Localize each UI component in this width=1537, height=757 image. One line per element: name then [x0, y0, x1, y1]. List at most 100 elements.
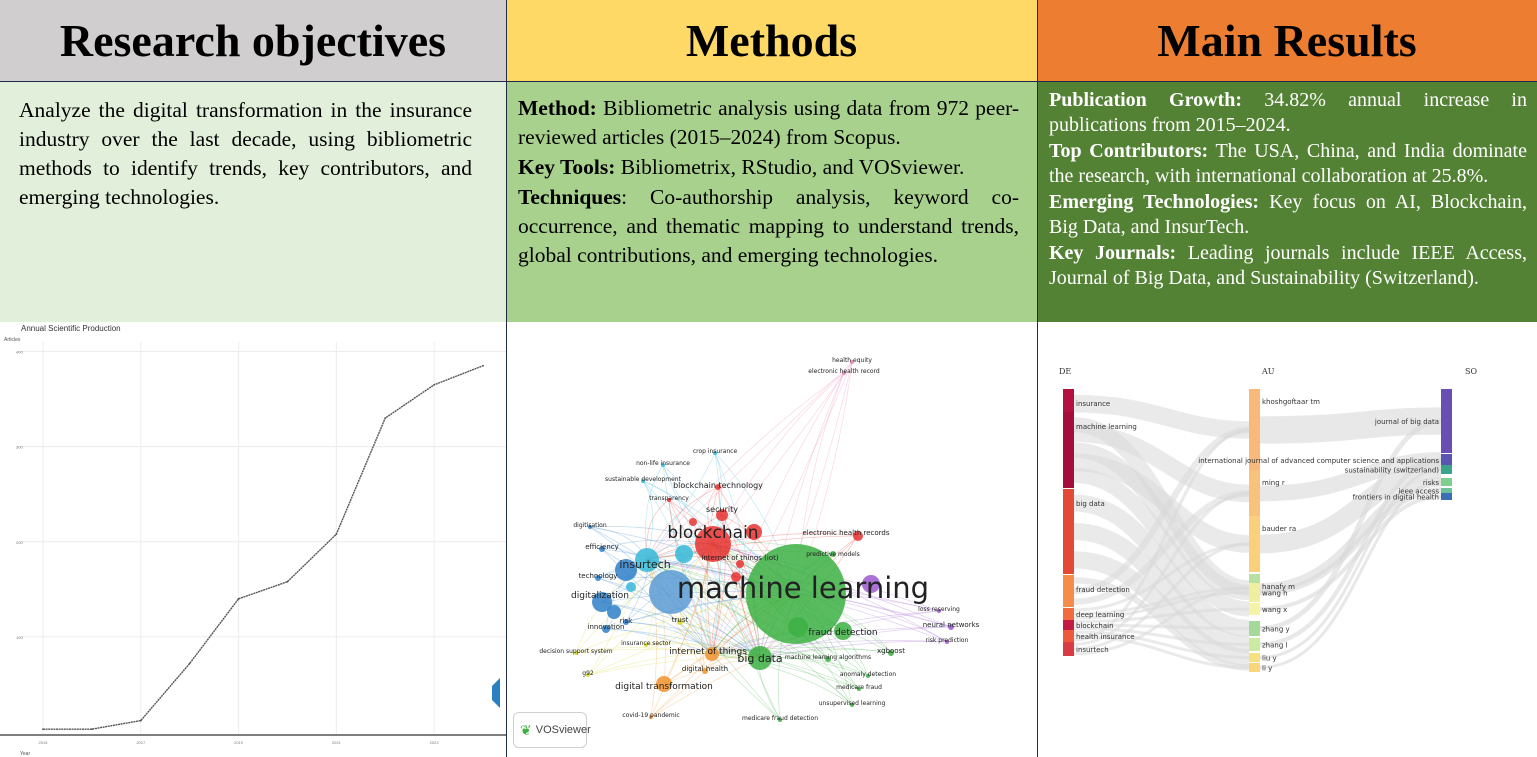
network-link	[646, 559, 761, 659]
sankey-node-de	[1063, 608, 1074, 620]
sankey-node-de	[1063, 620, 1074, 630]
data-point	[286, 580, 289, 583]
chart-title: Annual Scientific Production	[21, 324, 121, 333]
sankey-flow	[1073, 394, 1250, 439]
network-node-label: decision support system	[539, 648, 612, 655]
network-link	[646, 452, 716, 561]
network-node-label: crop insurance	[693, 448, 738, 455]
network-node	[866, 674, 870, 678]
sankey-node-au	[1249, 663, 1260, 672]
x-axis-label: Year	[20, 751, 30, 757]
network-node-label: risk prediction	[926, 637, 969, 644]
network-node	[661, 463, 665, 467]
network-node-label: digitalization	[571, 591, 629, 601]
network-node	[842, 371, 846, 375]
network-link	[711, 563, 741, 655]
sankey-node-label: machine learning	[1076, 423, 1137, 431]
column-divider	[506, 0, 507, 757]
network-node-label: trust	[672, 616, 689, 624]
sankey-node-so	[1441, 488, 1452, 493]
network-node-label: anomaly detection	[840, 671, 896, 678]
data-point	[335, 533, 338, 536]
sankey-node-au	[1249, 583, 1260, 602]
network-link	[717, 486, 761, 659]
network-link	[759, 657, 869, 677]
network-link	[711, 372, 845, 655]
sankey-flow	[1073, 490, 1250, 605]
network-link	[711, 653, 853, 706]
network-node	[834, 622, 852, 640]
sankey-flow	[1259, 477, 1442, 593]
sankey-flow	[1073, 623, 1250, 630]
network-link	[646, 559, 761, 659]
network-node-label: technology	[579, 572, 618, 580]
network-node-label: efficiency	[585, 543, 619, 551]
network-link	[679, 621, 761, 659]
network-node-label: predictive models	[806, 551, 860, 558]
network-node-label: sustainable development	[605, 476, 682, 483]
network-link	[597, 577, 761, 659]
x-tick-label: 2015	[39, 740, 49, 745]
network-node-label: loss reserving	[918, 606, 960, 613]
sankey-flow	[1259, 407, 1442, 444]
network-node-label: xgboost	[877, 647, 905, 655]
sankey-flow	[1073, 426, 1250, 595]
annual-production-chart: Annual Scientific Production Articles Year…	[0, 322, 506, 757]
network-node	[675, 545, 693, 563]
network-node	[716, 509, 728, 521]
sankey-node-so	[1441, 478, 1452, 486]
network-link	[645, 464, 664, 561]
network-link	[575, 648, 761, 659]
network-node-label: digital transformation	[615, 682, 713, 692]
sankey-node-label: big data	[1076, 500, 1105, 508]
network-link	[738, 563, 761, 659]
sankey-flow	[1073, 626, 1250, 646]
network-node-label: internet of things	[669, 647, 747, 657]
network-node	[715, 484, 721, 490]
network-link	[646, 559, 666, 685]
network-link	[601, 601, 713, 655]
network-node	[748, 646, 772, 670]
vosviewer-logo: ❦ VOSviewer	[513, 712, 591, 748]
network-node-label: electronic health records	[802, 529, 889, 537]
technologies-value: Key focus on AI, Blockchain, Big Data, a…	[1049, 191, 1527, 238]
sankey-node-label: bauder ra	[1262, 525, 1296, 533]
network-link	[646, 361, 853, 561]
network-node	[702, 668, 708, 674]
network-node-label: insurance sector	[621, 640, 671, 647]
sankey-flow	[1073, 591, 1250, 620]
vosviewer-leaf-icon: ❦	[520, 721, 532, 738]
result-technologies: Emerging Technologies: Key focus on AI, …	[1049, 190, 1527, 240]
data-point	[433, 383, 436, 386]
techniques-value: : Co-authorship analysis, keyword co-occ…	[518, 185, 1019, 267]
data-point	[237, 597, 240, 600]
network-node-label: machine learning algorithms	[785, 654, 871, 661]
network-node-label: neural networks	[923, 621, 980, 629]
network-link	[711, 653, 869, 677]
network-node-label: innovation	[588, 623, 625, 631]
network-node	[615, 559, 637, 581]
growth-value: 34.82% annual increase in publications f…	[1049, 89, 1527, 136]
x-tick-label: 2019	[234, 740, 244, 745]
network-link	[711, 647, 892, 655]
network-node	[592, 592, 612, 612]
sankey-node-label: frontiers in digital health	[1353, 494, 1439, 502]
network-node	[599, 546, 605, 552]
sankey-node-label: wang x	[1262, 606, 1287, 614]
sankey-axis-label: DE	[1059, 367, 1071, 376]
sankey-node-label: fraud detection	[1076, 586, 1130, 594]
sankey-flow	[1259, 418, 1442, 631]
network-node	[588, 525, 592, 529]
sankey-node-de	[1063, 575, 1074, 607]
network-link	[759, 657, 853, 706]
method-label: Method:	[518, 96, 597, 120]
network-node	[705, 647, 719, 661]
network-link	[759, 640, 948, 659]
network-link	[712, 543, 781, 721]
network-node	[937, 609, 941, 613]
network-node	[602, 625, 610, 633]
sankey-node-au	[1249, 638, 1260, 651]
sankey-flows	[1073, 394, 1442, 671]
network-node	[626, 582, 636, 592]
contributors-label: Top Contributors:	[1049, 140, 1209, 162]
